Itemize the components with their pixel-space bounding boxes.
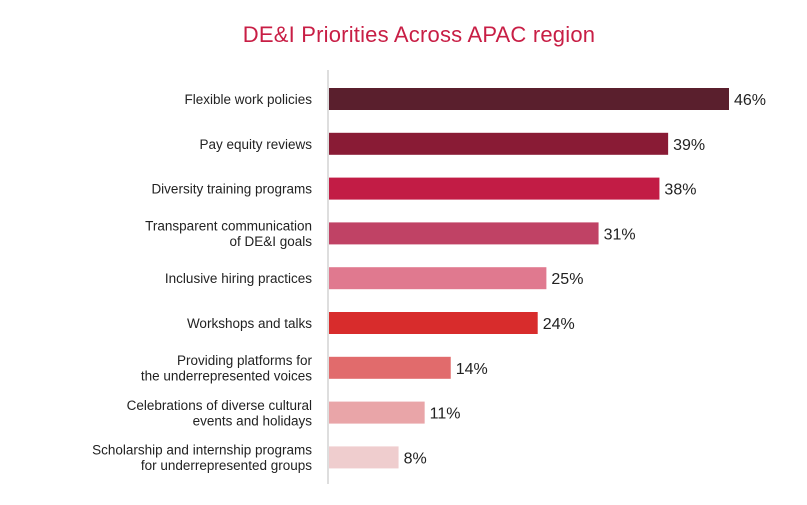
value-label-4: 31% bbox=[604, 226, 636, 243]
category-label-line: of DE&I goals bbox=[229, 234, 312, 249]
bar-7 bbox=[329, 356, 451, 379]
value-label-3: 38% bbox=[664, 182, 696, 199]
category-label-line: Transparent communication bbox=[145, 219, 312, 234]
category-label-6: Workshops and talks bbox=[187, 316, 312, 331]
category-label-line: Providing platforms for bbox=[177, 353, 313, 368]
category-label-line: Flexible work policies bbox=[184, 92, 312, 107]
category-label-line: Diversity training programs bbox=[151, 182, 312, 197]
category-label-line: for underrepresented groups bbox=[141, 458, 312, 473]
category-label-1: Flexible work policies bbox=[184, 92, 312, 107]
bar-8 bbox=[329, 401, 425, 424]
category-label-line: the underrepresented voices bbox=[141, 369, 312, 384]
category-label-line: Inclusive hiring practices bbox=[165, 271, 312, 286]
category-label-8: Celebrations of diverse cultural events a… bbox=[127, 398, 313, 429]
value-label-2: 39% bbox=[673, 137, 705, 154]
value-label-6: 24% bbox=[543, 316, 575, 333]
chart-title: DE&I Priorities Across APAC region bbox=[242, 22, 596, 47]
bar-1 bbox=[329, 88, 729, 110]
category-label-4: Transparent communication of DE&I goals bbox=[145, 219, 312, 250]
bar-4 bbox=[329, 222, 599, 245]
bar-9 bbox=[329, 446, 399, 469]
value-label-5: 25% bbox=[551, 271, 583, 288]
category-label-line: Workshops and talks bbox=[187, 316, 312, 331]
category-label-3: Diversity training programs bbox=[151, 182, 312, 197]
value-label-1: 46% bbox=[734, 92, 766, 109]
value-label-7: 14% bbox=[456, 361, 488, 378]
category-label-7: Providing platforms for the underrepresen… bbox=[141, 353, 313, 384]
value-label-8: 11% bbox=[430, 406, 461, 423]
bar-6 bbox=[329, 312, 538, 334]
bars-layer: 46% Flexible work policies 39% Pay equity r… bbox=[92, 88, 766, 473]
category-label-line: Celebrations of diverse cultural bbox=[127, 398, 312, 413]
bar-5 bbox=[329, 267, 547, 290]
category-label-9: Scholarship and internship programs for u… bbox=[92, 443, 312, 474]
category-label-5: Inclusive hiring practices bbox=[165, 271, 312, 286]
value-label-9: 8% bbox=[404, 450, 427, 467]
category-label-2: Pay equity reviews bbox=[199, 137, 312, 152]
bar-2 bbox=[329, 132, 669, 155]
category-label-line: events and holidays bbox=[193, 413, 313, 428]
bar-3 bbox=[329, 177, 660, 200]
category-label-line: Scholarship and internship programs bbox=[92, 443, 312, 458]
category-label-line: Pay equity reviews bbox=[199, 137, 312, 152]
